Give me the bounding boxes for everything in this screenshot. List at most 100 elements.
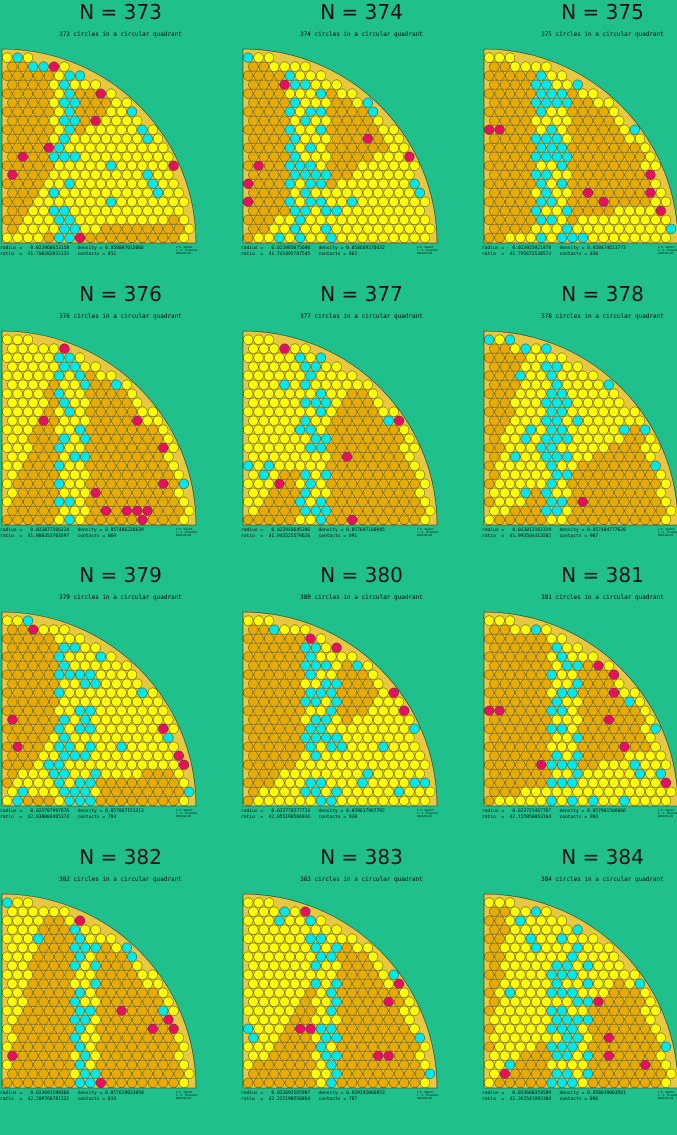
packed-circle bbox=[59, 187, 70, 198]
packed-circle bbox=[489, 678, 500, 689]
packed-circle bbox=[551, 642, 562, 653]
packed-circle bbox=[362, 133, 373, 144]
packed-circle bbox=[64, 987, 75, 998]
packed-circle bbox=[284, 759, 295, 770]
packed-circle bbox=[331, 924, 342, 935]
packed-circle bbox=[2, 915, 13, 926]
packed-circle bbox=[43, 232, 54, 243]
packed-circle bbox=[126, 1023, 138, 1034]
packed-circle bbox=[567, 777, 578, 788]
packed-circle bbox=[28, 960, 39, 971]
packed-circle bbox=[152, 487, 164, 498]
packed-circle bbox=[95, 1005, 106, 1016]
packed-circle bbox=[300, 223, 311, 234]
packed-circle bbox=[253, 124, 264, 135]
packed-circle bbox=[274, 196, 285, 207]
packed-circle bbox=[295, 987, 306, 998]
packed-circle bbox=[341, 996, 353, 1007]
packed-circle bbox=[100, 151, 112, 162]
packed-circle bbox=[305, 1041, 316, 1052]
packed-circle bbox=[69, 1014, 80, 1025]
packed-circle bbox=[111, 978, 122, 989]
packed-circle bbox=[499, 924, 510, 935]
packed-circle bbox=[121, 696, 132, 707]
packed-circle bbox=[504, 196, 516, 207]
packed-circle bbox=[357, 669, 368, 680]
packed-circle bbox=[305, 969, 316, 980]
packed-circle bbox=[106, 496, 117, 507]
packed-circle bbox=[347, 406, 358, 417]
packed-circle bbox=[556, 1041, 568, 1052]
packed-circle bbox=[645, 169, 656, 180]
packed-circle bbox=[295, 723, 306, 734]
packed-circle bbox=[530, 97, 542, 108]
packed-circle bbox=[158, 723, 169, 734]
packed-circle bbox=[515, 370, 526, 381]
packed-circle bbox=[484, 70, 495, 81]
packed-circle bbox=[48, 451, 60, 462]
packed-circle bbox=[546, 1077, 557, 1088]
packed-circle bbox=[38, 223, 49, 234]
packed-circle bbox=[12, 334, 23, 345]
packed-circle bbox=[12, 514, 23, 525]
packed-circle bbox=[126, 987, 138, 998]
packed-circle bbox=[562, 1014, 573, 1025]
packed-circle bbox=[243, 1059, 254, 1070]
packed-circle bbox=[2, 669, 13, 680]
packed-circle bbox=[163, 1050, 174, 1061]
panel-title: N = 374 bbox=[320, 0, 403, 24]
packed-circle bbox=[572, 768, 583, 779]
packed-circle bbox=[284, 915, 295, 926]
packed-circle bbox=[263, 969, 275, 980]
packed-circle bbox=[289, 942, 301, 953]
packed-circle bbox=[80, 505, 91, 516]
packed-circle bbox=[80, 79, 91, 90]
packed-circle bbox=[147, 705, 158, 716]
packed-circle bbox=[525, 633, 536, 644]
packed-circle bbox=[347, 232, 358, 243]
packed-circle bbox=[341, 942, 353, 953]
packed-circle bbox=[95, 142, 106, 153]
packed-circle bbox=[546, 514, 557, 525]
packed-circle bbox=[310, 696, 321, 707]
packed-circle bbox=[48, 133, 60, 144]
packed-circle bbox=[536, 442, 547, 453]
packed-circle bbox=[489, 624, 500, 635]
packed-circle bbox=[90, 115, 101, 126]
packed-circle bbox=[598, 669, 609, 680]
packed-circle bbox=[74, 687, 86, 698]
packed-circle bbox=[614, 978, 625, 989]
packed-circle bbox=[54, 651, 65, 662]
packed-circle bbox=[100, 433, 112, 444]
packed-circle bbox=[629, 496, 640, 507]
packed-circle bbox=[12, 777, 23, 788]
packed-circle bbox=[74, 424, 86, 435]
packed-circle bbox=[352, 768, 363, 779]
packed-circle bbox=[95, 987, 106, 998]
packed-circle bbox=[300, 996, 311, 1007]
packed-circle bbox=[17, 624, 28, 635]
packed-circle bbox=[515, 1041, 526, 1052]
packed-circle bbox=[7, 115, 18, 126]
packed-circle bbox=[111, 660, 122, 671]
packed-circle bbox=[106, 178, 117, 189]
packed-circle bbox=[248, 1050, 259, 1061]
packed-circle bbox=[28, 768, 39, 779]
packed-circle bbox=[347, 669, 358, 680]
packed-circle bbox=[178, 1059, 190, 1070]
packed-circle bbox=[69, 505, 80, 516]
packed-circle bbox=[158, 795, 169, 806]
packed-circle bbox=[305, 651, 316, 662]
packed-circle bbox=[12, 687, 23, 698]
packed-circle bbox=[367, 124, 379, 135]
packed-circle bbox=[28, 750, 39, 761]
packed-circle bbox=[142, 223, 153, 234]
packed-circle bbox=[546, 777, 557, 788]
packed-circle bbox=[85, 1041, 96, 1052]
packed-circle bbox=[362, 714, 373, 725]
packed-circle bbox=[248, 505, 259, 516]
packed-circle bbox=[48, 996, 60, 1007]
packed-circle bbox=[530, 978, 542, 989]
packed-circle bbox=[137, 741, 148, 752]
packed-circle bbox=[321, 1032, 332, 1043]
